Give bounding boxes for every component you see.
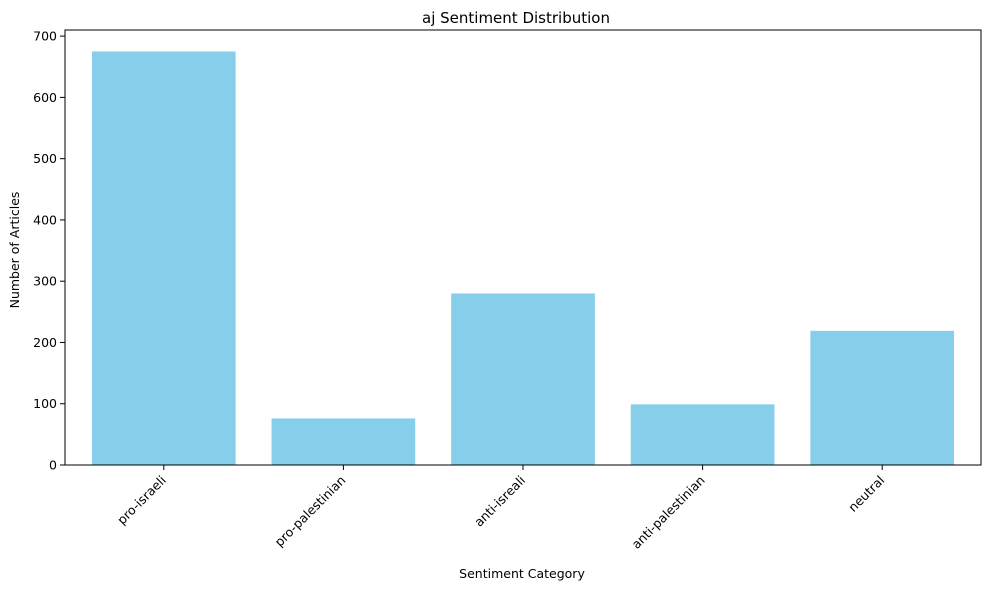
y-axis-label: Number of Articles: [7, 192, 22, 309]
y-tick-label: 100: [33, 396, 57, 411]
y-tick-label: 400: [33, 212, 57, 227]
y-tick-label: 300: [33, 274, 57, 289]
bar-pro-israeli: [91, 51, 236, 465]
chart-title: aj Sentiment Distribution: [422, 9, 610, 27]
bar-neutral: [810, 330, 955, 465]
x-axis-label: Sentiment Category: [459, 566, 585, 581]
y-tick-label: 200: [33, 335, 57, 350]
y-tick-label: 500: [33, 151, 57, 166]
plot-frame: [64, 29, 982, 466]
bar-anti-isreali: [451, 293, 595, 465]
y-tick-label: 0: [49, 458, 57, 473]
y-tick-label: 600: [33, 90, 57, 105]
bar-anti-palestinian: [630, 404, 775, 465]
y-tick-label: 700: [33, 29, 57, 44]
bar-pro-palestinian: [271, 418, 416, 465]
